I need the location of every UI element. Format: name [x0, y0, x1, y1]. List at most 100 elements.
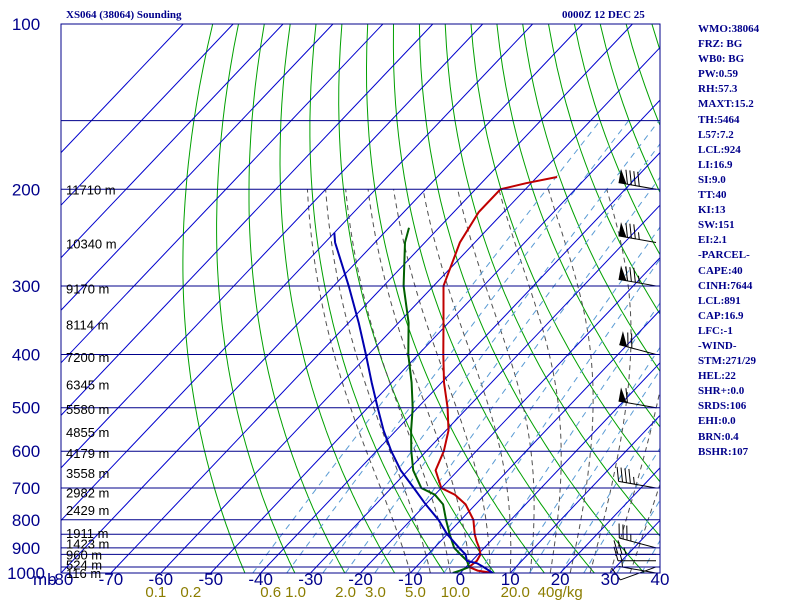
isotherm-line [61, 24, 334, 312]
x-tick-label: -70 [99, 570, 124, 589]
x-tick-label: 20 [551, 570, 570, 589]
mixing-ratio-line [344, 143, 660, 573]
stat-item: MAXT:15.2 [698, 98, 754, 111]
mixing-ratio-label: 1.0 [285, 584, 306, 600]
height-label: 6345 m [66, 378, 109, 393]
pressure-tick-label: 400 [12, 346, 40, 365]
wind-barb [618, 523, 657, 549]
height-label: 7200 m [66, 350, 109, 365]
x-tick-label: -60 [149, 570, 174, 589]
wind-barb-full [629, 170, 632, 185]
isotherm-line [260, 151, 660, 573]
isotherm-line [61, 24, 434, 417]
x-tick-label: -40 [248, 570, 273, 589]
mixing-ratio-label: 0.1 [145, 584, 166, 600]
pressure-tick-label: 300 [12, 277, 40, 296]
pressure-tick-label: 700 [12, 479, 40, 498]
isotherm-line [61, 24, 234, 206]
wind-barb-full [628, 468, 631, 484]
isotherm-line [459, 362, 660, 573]
mixing-ratio-line [443, 258, 660, 573]
dry-adiabat [248, 24, 346, 573]
height-label: 960 m [66, 547, 102, 562]
plot-frame [60, 23, 661, 574]
isotherm-line [360, 257, 660, 573]
dry-adiabat [573, 24, 660, 256]
stat-item: HEL:22 [698, 370, 736, 383]
pressure-tick-label: 800 [12, 511, 40, 530]
pressure-tick-label: 100 [12, 15, 40, 34]
isotherm-line [509, 414, 660, 573]
pressure-tick-label: 500 [12, 399, 40, 418]
wind-barb-flag [618, 168, 627, 185]
stat-item: SI:9.0 [698, 173, 726, 186]
moist-adiabat [393, 189, 491, 573]
isotherm-line [61, 24, 533, 522]
pressure-tick-label: 1000 [7, 564, 45, 583]
dry-adiabat [182, 24, 246, 573]
wind-barb-half [623, 547, 627, 555]
mixing-ratio-label: 5.0 [405, 584, 426, 600]
isotherm-line [160, 46, 660, 573]
dry-adiabat [279, 24, 396, 573]
wind-barb-full [633, 267, 636, 283]
wind-barb-staff [619, 344, 657, 356]
stat-item: RH:57.3 [698, 83, 738, 96]
wind-barb-full [637, 171, 640, 187]
wind-barb-flag [618, 387, 627, 403]
height-label: 524 m [66, 558, 102, 573]
wind-barb-full [625, 169, 628, 185]
wind-barb-staff [619, 537, 657, 549]
stat-item: WB0: BG [698, 53, 745, 66]
wind-barb-staff [618, 278, 657, 287]
temperature-line [434, 176, 558, 573]
height-label: 4855 m [66, 425, 109, 440]
moist-adiabat [306, 189, 411, 573]
pressure-tick-label: 200 [12, 180, 40, 199]
x-tick-label: -50 [198, 570, 223, 589]
mixing-ratio-line [512, 346, 660, 573]
height-label: 10340 m [66, 236, 117, 251]
chart-title: XS064 (38064) Sounding [66, 9, 182, 21]
wind-barb-full [616, 466, 620, 482]
isotherm-line [61, 24, 284, 259]
mixing-ratio-label: 0.2 [180, 584, 201, 600]
wind-barb-flag [618, 222, 627, 238]
x-tick-label: -30 [298, 570, 323, 589]
stat-item: LI:16.9 [698, 158, 733, 171]
isotherm-line [110, 24, 633, 573]
mixing-ratio-line [583, 447, 660, 573]
stat-item: LCL:891 [698, 294, 741, 307]
stat-item: SW:151 [698, 219, 735, 232]
moist-adiabat [367, 189, 471, 573]
mixing-ratio-line [252, 120, 601, 573]
wind-barb-staff [618, 235, 657, 243]
isotherm-line [559, 467, 660, 573]
wind-barb [618, 168, 657, 190]
stat-item: -PARCEL- [698, 249, 750, 262]
mixing-ratio-line [529, 369, 660, 573]
stat-item: EI:2.1 [698, 234, 728, 247]
stat-item: CAP:16.9 [698, 309, 744, 322]
background-lines [61, 24, 660, 573]
isotherm-line [310, 204, 660, 573]
wind-barb [616, 466, 657, 489]
stat-item: KI:13 [698, 204, 726, 217]
wind-barb-full [611, 567, 621, 581]
isotherm-line [61, 24, 484, 469]
mixing-ratio-line [374, 176, 660, 573]
stat-item: FRZ: BG [698, 38, 743, 51]
x-tick-label: 0 [456, 570, 465, 589]
wind-barb-full [625, 266, 628, 281]
stat-item: LFC:-1 [698, 324, 733, 337]
stat-item: WMO:38064 [698, 23, 760, 35]
wind-barb-full [629, 267, 632, 282]
height-label: 2982 m [66, 486, 109, 501]
mixing-ratio-label: 0.6 [260, 584, 281, 600]
isotherm-line [61, 24, 184, 154]
moist-adiabat [629, 482, 660, 573]
mixing-ratio-line [322, 120, 660, 573]
wind-barb-full [629, 223, 632, 239]
wind-barb [618, 387, 657, 409]
